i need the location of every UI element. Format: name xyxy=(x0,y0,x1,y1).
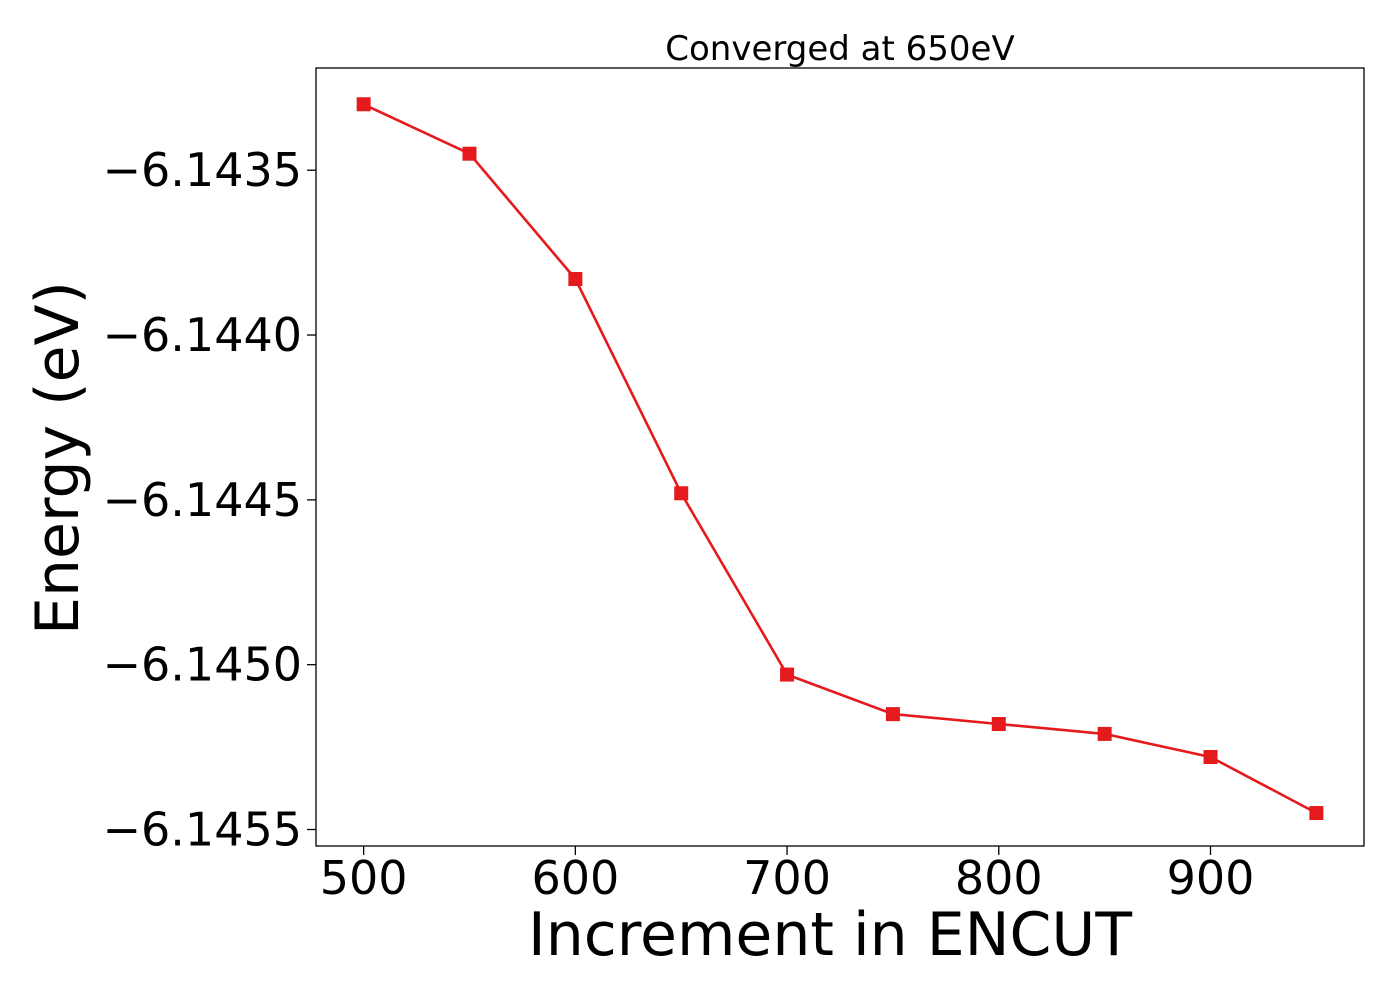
y-tick-label: −6.1440 xyxy=(103,308,303,362)
y-tick-label: −6.1445 xyxy=(103,473,303,527)
x-tick-label: 500 xyxy=(320,851,408,905)
y-axis: −6.1435 −6.1440 −6.1445 −6.1450 −6.1455 xyxy=(103,143,316,857)
data-point xyxy=(356,97,371,112)
series-line xyxy=(363,103,1318,815)
x-tick-label: 700 xyxy=(743,851,831,905)
x-tick-label: 900 xyxy=(1167,851,1255,905)
x-axis-label: Increment in ENCUT xyxy=(528,900,1132,970)
data-point xyxy=(1097,726,1112,741)
data-point xyxy=(568,271,583,286)
data-point xyxy=(885,707,900,722)
y-tick-label: −6.1455 xyxy=(103,803,303,857)
x-axis: 500 600 700 800 900 xyxy=(320,846,1255,905)
y-axis-label: Energy (eV) xyxy=(23,281,93,635)
y-tick-label: −6.1450 xyxy=(103,638,303,692)
data-point xyxy=(780,667,795,682)
chart-title: Converged at 650eV xyxy=(665,29,1014,69)
data-point xyxy=(991,717,1006,732)
data-point xyxy=(462,146,477,161)
data-point xyxy=(1203,749,1218,764)
x-tick-label: 800 xyxy=(955,851,1043,905)
data-point xyxy=(674,486,689,501)
data-point xyxy=(1309,806,1324,821)
y-tick-label: −6.1435 xyxy=(103,143,303,197)
plot-frame xyxy=(315,67,1365,847)
x-tick-label: 600 xyxy=(531,851,619,905)
plot-area xyxy=(356,97,1324,821)
